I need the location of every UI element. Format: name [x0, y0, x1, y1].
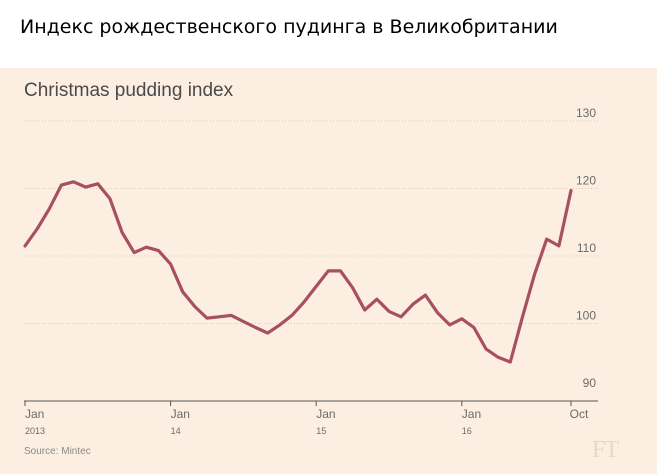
y-tick-label: 100	[576, 309, 596, 323]
x-axis	[24, 400, 598, 406]
x-tick-year: 15	[316, 426, 326, 436]
y-tick-label: 90	[583, 376, 597, 390]
x-tick-label: Jan	[462, 407, 481, 421]
x-tick-year: 16	[462, 426, 472, 436]
x-tick-year: 14	[171, 426, 181, 436]
series-line-0	[23, 180, 573, 364]
chart-title: Christmas pudding index	[24, 80, 234, 101]
x-axis-labels: Jan 2013 Jan 14 Jan 15 Jan 16 Oct	[25, 407, 589, 436]
x-tick-label: Jan	[316, 407, 335, 421]
ft-logo: FT	[592, 437, 619, 463]
series-layer	[23, 180, 573, 364]
x-tick-label: Jan	[25, 407, 44, 421]
y-tick-label: 110	[577, 241, 596, 255]
y-axis-labels: 130 120 110 100 90	[576, 106, 596, 390]
y-tick-label: 120	[576, 174, 596, 188]
x-tick-year: 2013	[25, 426, 45, 436]
page-heading: Индекс рождественского пудинга в Великоб…	[20, 16, 558, 38]
x-tick-label: Oct	[570, 407, 589, 421]
x-tick-label: Jan	[171, 407, 190, 421]
y-tick-label: 130	[576, 106, 596, 120]
source-note: Source: Mintec	[24, 446, 91, 457]
